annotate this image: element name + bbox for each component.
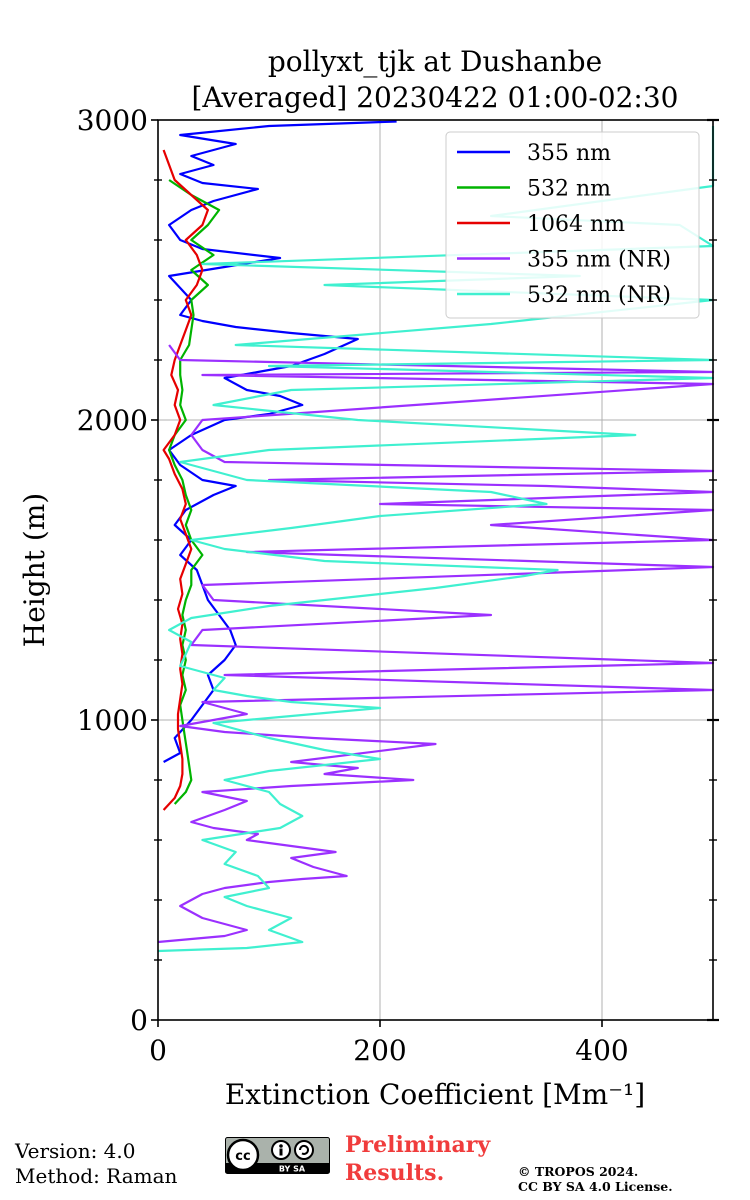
legend-label-4: 532 nm (NR) [527,283,671,308]
x-tick-label: 200 [353,1034,406,1067]
y-tick-label: 0 [130,1004,148,1037]
legend-label-3: 355 nm (NR) [527,248,671,273]
y-tick-label: 1000 [77,704,148,737]
version-text: Version: 4.0 [15,1139,136,1163]
preliminary-results-note: Preliminary Results. [345,1131,490,1187]
license-text: CC BY SA 4.0 License. [518,1179,673,1194]
chart-title-line1: pollyxt_tjk at Dushanbe [268,45,602,78]
copyright-text: © TROPOS 2024. [518,1164,639,1179]
svg-text:cc: cc [235,1149,250,1164]
results-text: Results. [345,1160,445,1186]
series-lines [157,120,715,953]
series-line-3 [157,344,715,944]
x-axis-label: Extinction Coefficient [Mm⁻¹] [225,1078,645,1111]
series-line-4 [157,126,715,953]
series-line-2 [162,149,209,811]
cc-license-icon: cc BY SA [225,1137,330,1174]
method-text: Method: Raman [15,1164,178,1188]
x-tick-label: 400 [575,1034,628,1067]
chart-title-line2: [Averaged] 20230422 01:00-02:30 [192,81,679,114]
y-tick-label: 2000 [77,404,148,437]
x-tick-label: 0 [149,1034,167,1067]
series-line-1 [168,179,221,805]
copyright-block: © TROPOS 2024. CC BY SA 4.0 License. [518,1164,673,1194]
legend-label-1: 532 nm [527,177,611,202]
axis-ticks: 0 200 400 0 1000 2000 3000 [77,104,719,1067]
legend-label-0: 355 nm [527,141,611,166]
y-axis-label: Height (m) [18,493,51,647]
preliminary-text: Preliminary [345,1132,491,1158]
legend: 355 nm 532 nm 1064 nm 355 nm (NR) 532 nm (NR… [445,131,700,319]
series-line-0 [163,120,397,763]
footer-version-block: Version: 4.0 Method: Raman [15,1139,177,1189]
legend-box [445,131,700,319]
cc-by-sa-text: BY SA [279,1165,306,1174]
y-tick-label: 3000 [77,104,148,137]
plot-frame [157,119,714,1021]
legend-label-2: 1064 nm [527,212,625,237]
